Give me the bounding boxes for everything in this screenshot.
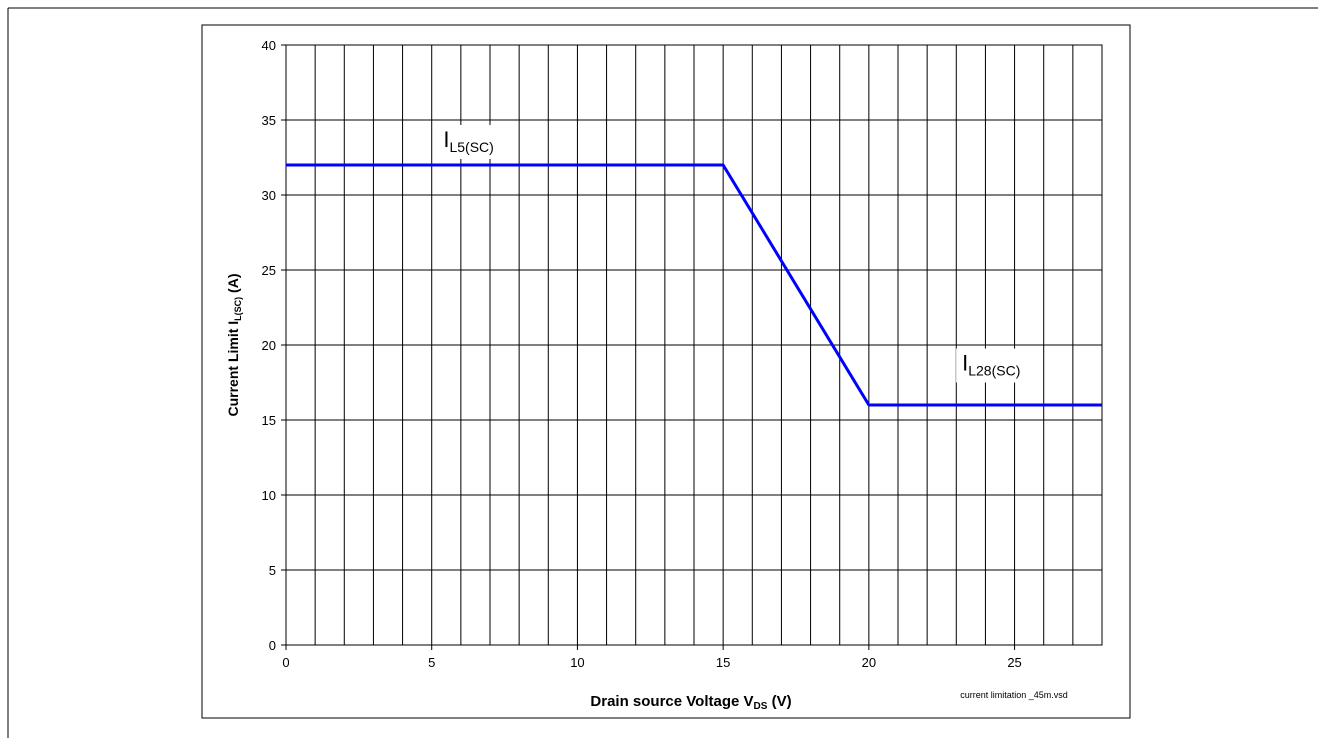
y-axis-ticks: 0 5 10 15 20 25 30 35 40	[262, 38, 286, 653]
annotation-il28-sub: L28(SC)	[968, 363, 1020, 379]
series-layer	[286, 163, 1102, 407]
y-tick-label: 0	[269, 638, 276, 653]
y-tick-label: 25	[262, 263, 276, 278]
annotation-il28: IL28(SC)	[962, 351, 1020, 379]
annotation-il5-sub: L5(SC)	[449, 139, 493, 155]
series-line-0	[286, 163, 1102, 407]
y-axis-title: Current Limit IL(SC) (A)	[225, 274, 243, 417]
y-tick-label: 10	[262, 488, 276, 503]
x-tick-label: 5	[428, 655, 435, 670]
annotation-il5-main: I	[443, 127, 449, 152]
plot-area	[285, 44, 1103, 646]
footnote: current limitation _45m.vsd	[960, 690, 1068, 700]
x-axis-title-unit: (V)	[767, 693, 791, 710]
annotation-il28-main: I	[962, 351, 968, 376]
y-tick-label: 5	[269, 563, 276, 578]
x-tick-label: 20	[862, 655, 876, 670]
y-tick-label: 15	[262, 413, 276, 428]
annotation-bg-il5	[437, 125, 500, 159]
annotation-bg-il28	[956, 348, 1027, 383]
y-axis-title-sub: L(SC)	[233, 297, 243, 321]
x-axis-ticks: 0 5 10 15 20 25	[282, 645, 1022, 670]
x-tick-label: 25	[1007, 655, 1021, 670]
y-tick-label: 20	[262, 338, 276, 353]
x-tick-label: 10	[570, 655, 584, 670]
y-tick-label: 30	[262, 188, 276, 203]
y-axis-title-main: Current Limit I	[225, 321, 241, 417]
annotation-il5: IL5(SC)	[443, 127, 493, 155]
y-axis-title-unit: (A)	[225, 274, 241, 297]
x-tick-label: 15	[716, 655, 730, 670]
x-axis-title: Drain source Voltage VDS (V)	[590, 693, 791, 712]
y-tick-label: 40	[262, 38, 276, 53]
y-tick-label: 35	[262, 113, 276, 128]
x-axis-title-main: Drain source Voltage V	[590, 693, 753, 710]
annotations: IL5(SC)IL28(SC)	[437, 125, 1027, 383]
x-tick-label: 0	[282, 655, 289, 670]
x-axis-title-sub: DS	[754, 701, 768, 712]
